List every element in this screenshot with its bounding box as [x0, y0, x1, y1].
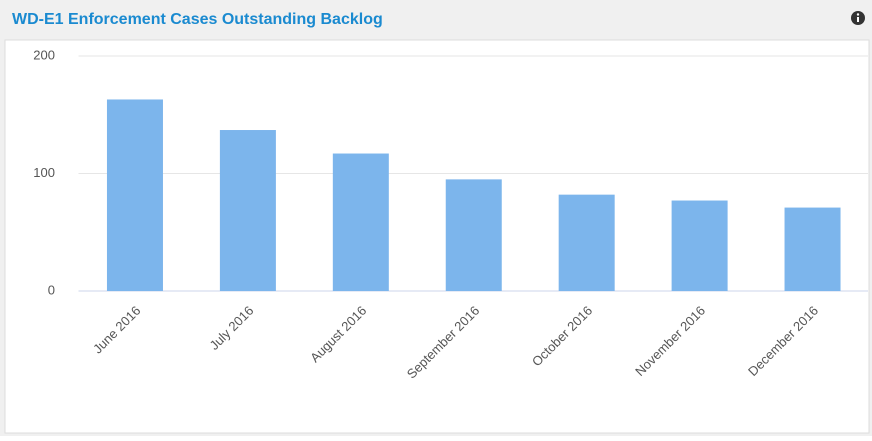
info-icon[interactable]: [851, 11, 865, 25]
bar: [332, 153, 389, 291]
bar: [445, 179, 502, 291]
bar: [106, 99, 163, 291]
bar: [219, 130, 276, 291]
bar: [558, 194, 615, 291]
y-tick-label: 200: [33, 47, 55, 62]
bar: [784, 207, 841, 291]
chart-title: WD-E1 Enforcement Cases Outstanding Back…: [12, 11, 383, 28]
y-tick-label: 0: [48, 282, 55, 297]
y-tick-label: 100: [33, 165, 55, 180]
bar: [671, 200, 728, 291]
